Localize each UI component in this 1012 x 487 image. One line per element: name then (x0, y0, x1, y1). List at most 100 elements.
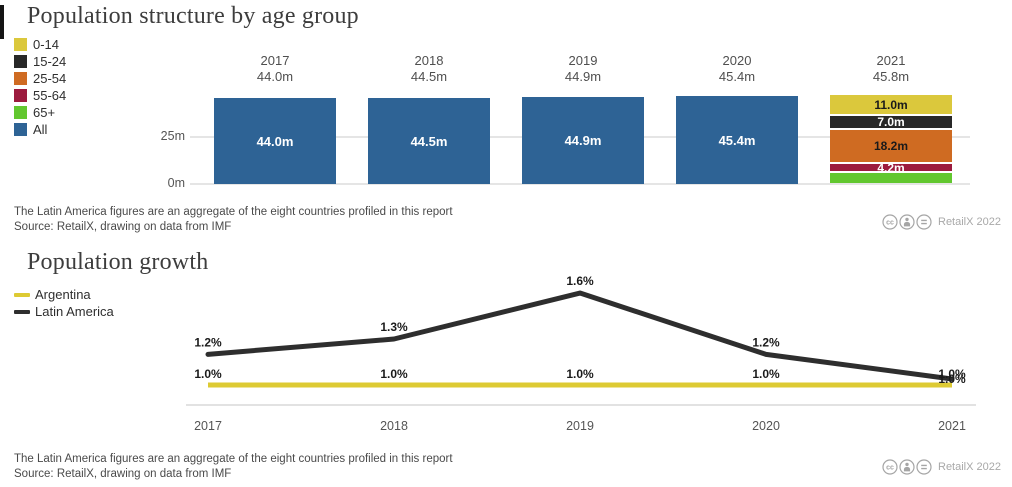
argentina-point-label: 1.0% (752, 367, 780, 381)
bar-total-label: 45.4m (718, 69, 756, 84)
chart2-credit: cc RetailX 2022 (881, 458, 1001, 476)
bar-2020-all: 45.4m (676, 96, 798, 184)
bar-value-label: 44.5m (410, 133, 448, 149)
bar-value-label: 45.4m (718, 132, 756, 148)
argentina-point-label: 1.0% (938, 367, 966, 381)
argentina-point-label: 1.0% (566, 367, 594, 381)
segment-value-label: 4.2m (877, 160, 905, 175)
segment-15-24: 7.0m (830, 116, 952, 128)
gridline-0m (190, 183, 970, 185)
page-edge-mark (0, 5, 4, 39)
bar-2018-all: 44.5m (368, 98, 490, 184)
line-latin-america (205, 290, 955, 382)
bar-header: 2021 45.8m (830, 48, 952, 85)
bar-total-label: 44.0m (256, 69, 294, 84)
bar-total-label: 44.5m (410, 69, 448, 84)
bar-year-label: 2017 (260, 53, 290, 68)
latin-america-point-label: 1.3% (380, 320, 408, 334)
ytick-25m: 25m (160, 129, 185, 143)
legend-item-0-14: 0-14 (14, 36, 66, 53)
bar-chart-plot: 2017 44.0m 44.0m 2018 44.5m 44.5m 2019 44.9m 44.… (214, 48, 952, 184)
bar-2021-stacked: 11.0m 7.0m 18.2m 4.2m (830, 95, 952, 184)
legend-label: 15-24 (33, 54, 67, 69)
legend-item-25-54: 25-54 (14, 70, 66, 87)
legend-label: All (33, 122, 48, 137)
footnote-source: Source: RetailX, drawing on data from IM… (14, 221, 232, 233)
chart2-footnote: The Latin America figures are an aggrega… (14, 452, 453, 482)
bar-column-2019: 2019 44.9m 44.9m (522, 48, 644, 184)
bar-header: 2017 44.0m (214, 48, 336, 85)
legend-item-argentina: Argentina (14, 286, 114, 303)
segment-value-label: 18.2m (873, 139, 909, 153)
by-person-icon (899, 459, 915, 475)
svg-text:cc: cc (886, 220, 894, 227)
legend-swatch-icon (14, 72, 27, 85)
bar-total-label: 45.8m (872, 69, 910, 84)
bar-year-label: 2020 (722, 53, 752, 68)
latin-america-point-label: 1.2% (752, 335, 780, 349)
chart2-title: Population growth (27, 249, 209, 275)
footnote-line: The Latin America figures are an aggrega… (14, 453, 453, 465)
legend-label: 0-14 (33, 37, 60, 52)
legend-item-latin-america: Latin America (14, 303, 114, 320)
segment-65+ (830, 173, 952, 183)
segment-25-54: 18.2m (830, 130, 952, 162)
legend-label: 65+ (33, 105, 56, 120)
legend-swatch-icon (14, 106, 27, 119)
bar-total-label: 44.9m (564, 69, 602, 84)
legend-label: 25-54 (33, 71, 67, 86)
footnote-line: The Latin America figures are an aggrega… (14, 206, 453, 218)
segment-value-label: 11.0m (874, 97, 908, 112)
footnote-source: Source: RetailX, drawing on data from IM… (14, 468, 232, 480)
legend-item-55-64: 55-64 (14, 87, 66, 104)
credit-text: RetailX 2022 (938, 461, 1001, 473)
bar-column-2020: 2020 45.4m 45.4m (676, 48, 798, 184)
x-axis-year-label: 2020 (752, 419, 780, 433)
ytick-0m: 0m (167, 176, 185, 190)
bar-column-2021: 2021 45.8m 11.0m 7.0m 18.2m 4.2m (830, 48, 952, 184)
chart1-footnote: The Latin America figures are an aggrega… (14, 205, 453, 235)
chart1-legend: 0-14 15-24 25-54 55-64 65+ All (14, 36, 66, 138)
chart1-credit: cc RetailX 2022 (881, 213, 1001, 231)
nd-equals-icon (916, 214, 932, 230)
legend-line-swatch-icon (14, 309, 30, 314)
bar-header: 2020 45.4m (676, 48, 798, 85)
latin-america-point-label: 1.6% (566, 274, 594, 288)
argentina-point-label: 1.0% (194, 367, 222, 381)
bar-header: 2019 44.9m (522, 48, 644, 85)
legend-swatch-icon (14, 89, 27, 102)
chart2-legend: Argentina Latin America (14, 286, 114, 320)
x-axis-year-label: 2018 (380, 419, 408, 433)
chart1-title: Population structure by age group (27, 3, 359, 29)
legend-item-65+: 65+ (14, 104, 66, 121)
nd-equals-icon (916, 459, 932, 475)
by-person-icon (899, 214, 915, 230)
bar-column-2017: 2017 44.0m 44.0m (214, 48, 336, 184)
cc-icon (882, 459, 898, 475)
legend-swatch-icon (14, 55, 27, 68)
bar-year-label: 2019 (568, 53, 598, 68)
bar-column-2018: 2018 44.5m 44.5m (368, 48, 490, 184)
legend-swatch-icon (14, 123, 27, 136)
bar-2019-all: 44.9m (522, 97, 644, 184)
x-axis-year-label: 2021 (938, 419, 966, 433)
svg-text:cc: cc (886, 465, 894, 472)
legend-swatch-icon (14, 38, 27, 51)
segment-0-14: 11.0m (830, 95, 952, 114)
credit-text: RetailX 2022 (938, 216, 1001, 228)
cc-license-icons: cc (882, 459, 932, 475)
cc-icon (882, 214, 898, 230)
bar-value-label: 44.9m (564, 133, 602, 148)
x-axis-year-label: 2019 (566, 419, 594, 433)
legend-line-swatch-icon (14, 292, 30, 297)
legend-label: Argentina (35, 287, 91, 302)
segment-55-64: 4.2m (830, 160, 952, 175)
legend-item-All: All (14, 121, 66, 138)
line-chart-plot: 1.0%1.2%1.0%1.3%1.0%1.6%1.0%1.2%1.0%1.0%… (186, 274, 976, 433)
legend-label: 55-64 (33, 88, 67, 103)
bar-2017-all: 44.0m (214, 98, 336, 184)
bar-header: 2018 44.5m (368, 48, 490, 85)
argentina-point-label: 1.0% (380, 367, 408, 381)
x-axis-year-label: 2017 (194, 419, 222, 433)
